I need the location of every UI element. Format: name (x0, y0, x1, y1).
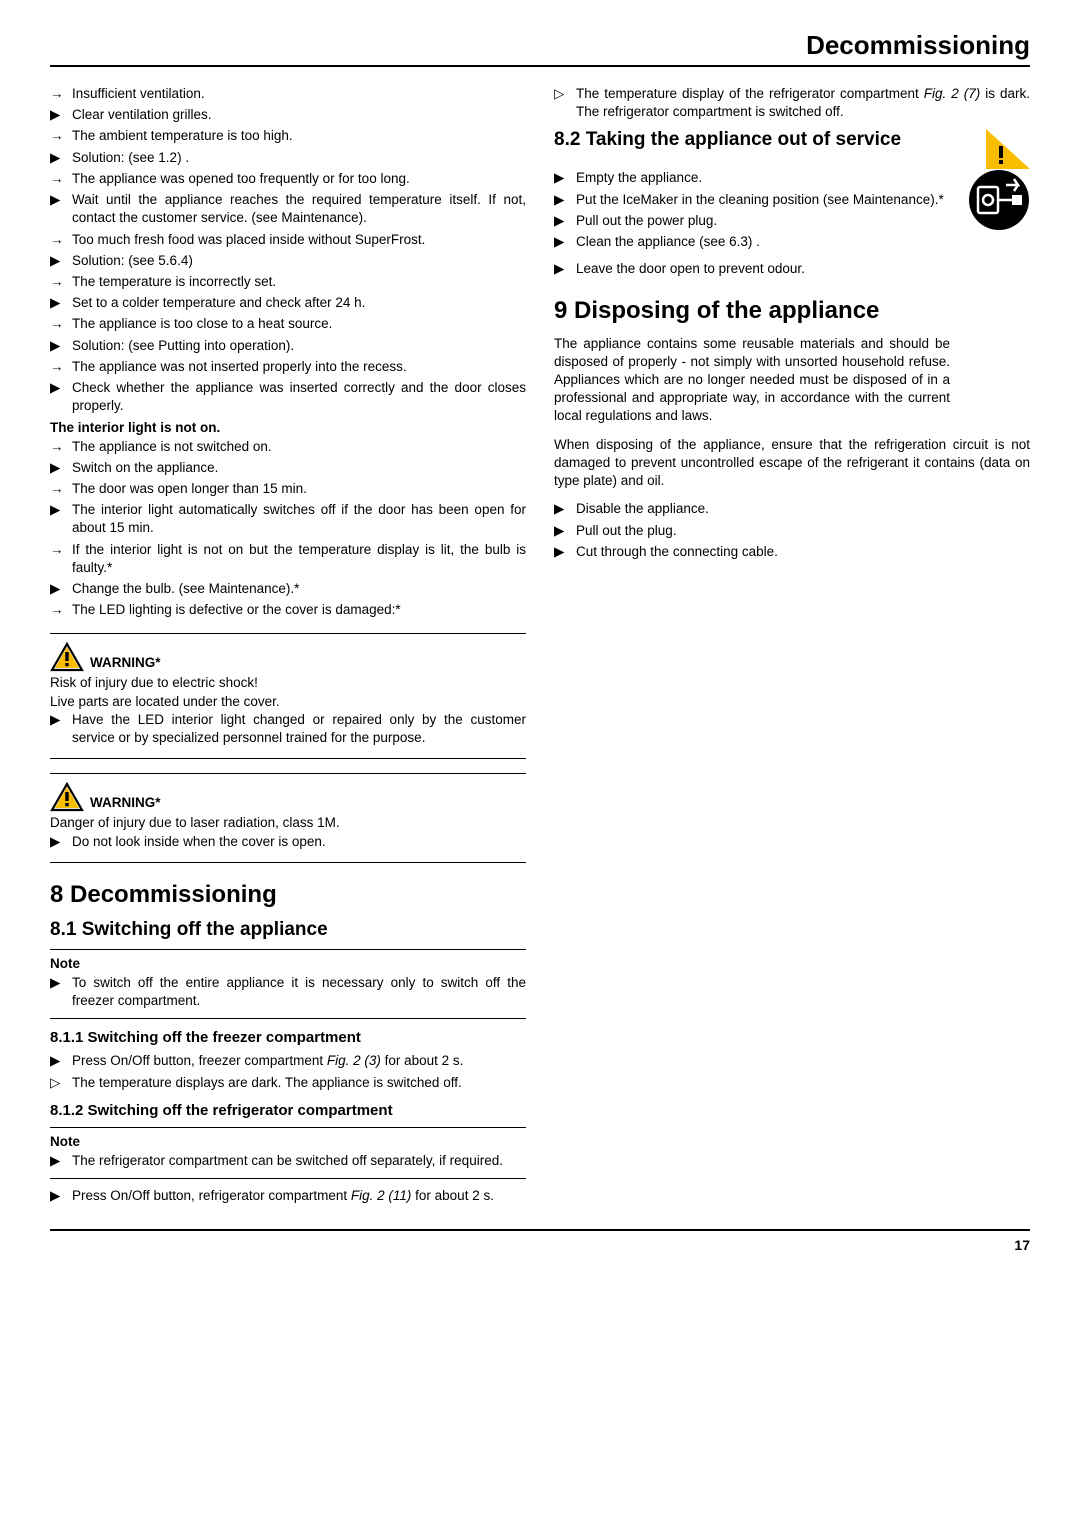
list-item: ▶Set to a colder temperature and check a… (50, 294, 526, 312)
list-item: →The appliance was opened too frequently… (50, 170, 526, 188)
right-top-text: The temperature display of the refrigera… (576, 85, 1030, 121)
warning-box-2: WARNING* Danger of injury due to laser r… (50, 773, 526, 862)
two-column-layout: →Insufficient ventilation. ▶Clear ventila… (50, 85, 1030, 1209)
list-item: →The appliance was not inserted properly… (50, 358, 526, 376)
dispose-para2: When disposing of the appliance, ensure … (554, 436, 1030, 491)
s811-list: ▶Press On/Off button, freezer compartmen… (50, 1052, 526, 1091)
edge-warning-icon (986, 129, 1030, 169)
list-item: ▶Solution: (see 1.2) . (50, 149, 526, 167)
note-box-1: Note ▶To switch off the entire appliance… (50, 949, 526, 1020)
warning-box-1: WARNING* Risk of injury due to electric … (50, 633, 526, 759)
list-item: ▶Press On/Off button, freezer compartmen… (50, 1052, 526, 1070)
list-item: ▶Disable the appliance. (554, 500, 1030, 518)
section-9-title: 9 Disposing of the appliance (554, 297, 1030, 325)
list-item: ▶Press On/Off button, refrigerator compa… (50, 1187, 526, 1205)
note1-action: To switch off the entire appliance it is… (72, 974, 526, 1010)
list-item: ▶Pull out the plug. (554, 522, 1030, 540)
list-item: ▶Clean the appliance (see 6.3) . (554, 233, 1030, 251)
list-item: ▶Clear ventilation grilles. (50, 106, 526, 124)
list-item: →The appliance is too close to a heat so… (50, 315, 526, 333)
list-item: ▷The temperature displays are dark. The … (50, 1074, 526, 1092)
left-column: →Insufficient ventilation. ▶Clear ventila… (50, 85, 526, 1209)
recycle-plug-icon (968, 169, 1030, 231)
s82-last: Leave the door open to prevent odour. (576, 260, 1030, 278)
list-item: →Too much fresh food was placed inside w… (50, 231, 526, 249)
list-item: ▶Cut through the connecting cable. (554, 543, 1030, 561)
list-item: ▶The interior light automatically switch… (50, 501, 526, 537)
page-number: 17 (50, 1229, 1030, 1253)
section-8-2-title: 8.2 Taking the appliance out of service (554, 129, 1030, 151)
right-top-item: ▷The temperature display of the refriger… (554, 85, 1030, 121)
note2-title: Note (50, 1133, 526, 1151)
list-item: ▶Empty the appliance. (554, 169, 958, 187)
warning1-line1: Risk of injury due to electric shock! (50, 674, 526, 692)
list-item: →Insufficient ventilation. (50, 85, 526, 103)
list-item: →The door was open longer than 15 min. (50, 480, 526, 498)
list-item: →The ambient temperature is too high. (50, 127, 526, 145)
section-8-title: 8 Decommissioning (50, 881, 526, 909)
warning-triangle-icon (50, 782, 84, 812)
s82-list: ▶Empty the appliance. ▶Put the IceMaker i… (554, 169, 1030, 251)
warning-triangle-icon (50, 642, 84, 672)
section-8-1-2-title: 8.1.2 Switching off the refrigerator com… (50, 1102, 526, 1119)
troubleshoot-list: →Insufficient ventilation. ▶Clear ventila… (50, 85, 526, 416)
list-item: ▶Change the bulb. (see Maintenance).* (50, 580, 526, 598)
list-item: →The appliance is not switched on. (50, 438, 526, 456)
dispose-list: ▶Disable the appliance. ▶Pull out the plu… (554, 500, 1030, 561)
warning1-line2: Live parts are located under the cover. (50, 693, 526, 711)
warning2-line1: Danger of injury due to laser radiation,… (50, 814, 526, 832)
page-header-title: Decommissioning (50, 30, 1030, 67)
list-item: ▶Solution: (see 5.6.4) (50, 252, 526, 270)
list-item: →The LED lighting is defective or the co… (50, 601, 526, 619)
note1-title: Note (50, 955, 526, 973)
warning1-title: WARNING* (90, 654, 161, 672)
s812-list: ▶Press On/Off button, refrigerator compa… (50, 1187, 526, 1205)
note2-action: The refrigerator compartment can be swit… (72, 1152, 526, 1170)
list-item: ▶Check whether the appliance was inserte… (50, 379, 526, 415)
warning1-action: Have the LED interior light changed or r… (72, 711, 526, 747)
list-item: →If the interior light is not on but the… (50, 541, 526, 577)
interior-light-heading: The interior light is not on. (50, 420, 526, 435)
note-box-2: Note ▶The refrigerator compartment can b… (50, 1127, 526, 1179)
interior-light-list: →The appliance is not switched on. ▶Switc… (50, 438, 526, 620)
warning2-action: Do not look inside when the cover is ope… (72, 833, 526, 851)
dispose-para1: The appliance contains some reusable mat… (554, 335, 1030, 426)
list-item: ▶Solution: (see Putting into operation). (50, 337, 526, 355)
right-column: ▷The temperature display of the refriger… (554, 85, 1030, 1209)
section-8-1-1-title: 8.1.1 Switching off the freezer compartm… (50, 1029, 526, 1046)
warning2-title: WARNING* (90, 794, 161, 812)
list-item: ▶Switch on the appliance. (50, 459, 526, 477)
list-item: ▶Wait until the appliance reaches the re… (50, 191, 526, 227)
list-item: ▶Pull out the power plug. (554, 212, 958, 230)
list-item: →The temperature is incorrectly set. (50, 273, 526, 291)
list-item: ▶Put the IceMaker in the cleaning positi… (554, 191, 958, 209)
section-8-1-title: 8.1 Switching off the appliance (50, 919, 526, 941)
